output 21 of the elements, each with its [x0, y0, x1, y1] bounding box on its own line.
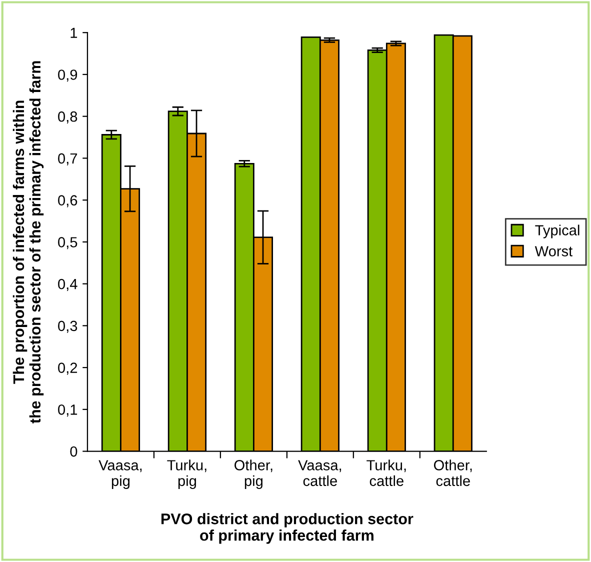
y-tick-label: 1	[70, 28, 78, 38]
legend-label: Typical	[535, 224, 580, 238]
x-tick-label: Turku, cattle	[366, 460, 406, 486]
y-tick-label: 0,2	[58, 362, 78, 375]
y-tick-label: 0,7	[58, 153, 78, 166]
x-tick-label: Other, cattle	[434, 460, 472, 486]
y-axis-title: The proportion of infected farms within the production sector of the primary infected farm	[12, 61, 44, 424]
y-tick-label: 0,8	[58, 111, 78, 124]
y-tick-label: 0,9	[58, 70, 78, 82]
x-tick-label: Other, pig	[234, 460, 272, 489]
y-tick-label: 0,4	[58, 278, 78, 291]
x-tick-label: Vaasa, cattle	[298, 460, 342, 486]
y-tick-label: 0	[70, 446, 78, 457]
y-tick-label: 0,5	[58, 237, 78, 250]
y-tick-label: 0,1	[58, 404, 78, 417]
x-tick-label: Turku, pig	[167, 460, 206, 489]
y-tick-label: 0,3	[58, 320, 78, 333]
x-axis-title: PVO district and production sector of primary infected farm	[161, 513, 414, 544]
x-tick-label: Vaasa, pig	[98, 460, 142, 489]
legend-label: Worst	[534, 246, 573, 256]
y-tick-label: 0,6	[58, 195, 78, 208]
